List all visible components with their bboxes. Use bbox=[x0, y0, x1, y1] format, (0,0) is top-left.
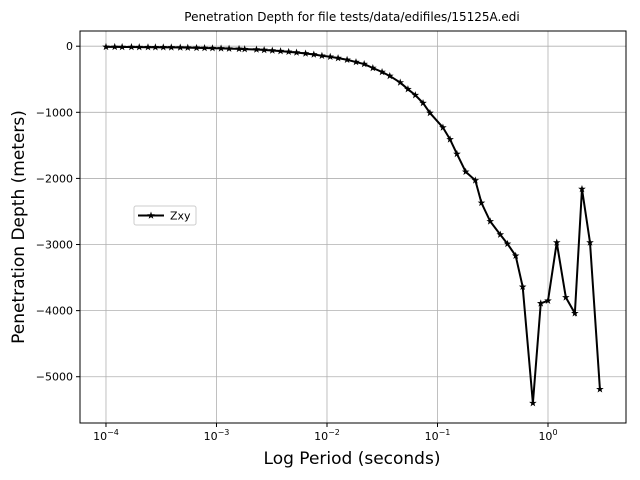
data-point bbox=[453, 149, 461, 158]
data-point bbox=[276, 47, 285, 55]
y-tick-label: 0 bbox=[66, 40, 73, 53]
data-point bbox=[439, 123, 447, 131]
y-tick-label: −5000 bbox=[36, 371, 73, 384]
data-point bbox=[284, 47, 293, 56]
data-point bbox=[426, 108, 434, 117]
y-tick-label: −1000 bbox=[36, 106, 73, 119]
legend-marker bbox=[147, 211, 155, 219]
data-point bbox=[318, 51, 326, 60]
data-point bbox=[552, 238, 561, 246]
x-tick-exponent: −2 bbox=[328, 428, 340, 437]
data-point bbox=[135, 43, 144, 51]
data-point bbox=[404, 85, 412, 93]
data-point bbox=[396, 78, 405, 86]
data-point bbox=[217, 44, 225, 52]
data-point bbox=[529, 399, 537, 407]
data-point bbox=[292, 48, 301, 56]
data-point bbox=[503, 239, 512, 248]
data-point bbox=[200, 43, 209, 52]
y-tick-label: −3000 bbox=[36, 239, 73, 252]
data-point bbox=[192, 43, 201, 52]
x-tick-exponent: −3 bbox=[218, 428, 230, 437]
x-tick-base: 10 bbox=[425, 430, 439, 443]
data-point bbox=[352, 58, 360, 66]
data-point bbox=[159, 43, 168, 51]
data-point bbox=[144, 43, 152, 51]
data-point bbox=[486, 217, 495, 225]
data-point bbox=[343, 55, 351, 63]
data-point bbox=[151, 43, 160, 51]
data-point bbox=[369, 64, 377, 72]
x-tick-label: 10−4 bbox=[93, 428, 119, 443]
data-point bbox=[252, 45, 261, 53]
x-axis-label: Log Period (seconds) bbox=[264, 449, 441, 469]
x-tick-label: 10−1 bbox=[425, 428, 451, 443]
plot-frame bbox=[79, 30, 627, 424]
data-point bbox=[301, 49, 310, 57]
data-point bbox=[118, 43, 126, 51]
data-point bbox=[477, 198, 486, 207]
data-point bbox=[102, 42, 110, 51]
y-tick-label: −2000 bbox=[36, 172, 73, 185]
data-point bbox=[562, 293, 570, 301]
x-tick-base: 10 bbox=[314, 430, 328, 443]
data-point bbox=[110, 42, 119, 51]
data-point bbox=[225, 44, 233, 52]
data-point bbox=[260, 45, 268, 54]
data-point bbox=[334, 54, 342, 62]
data-point bbox=[411, 91, 420, 99]
data-point bbox=[240, 45, 249, 53]
x-tick-exponent: −1 bbox=[439, 428, 451, 437]
data-point bbox=[446, 135, 454, 143]
data-point bbox=[183, 43, 192, 51]
data-point bbox=[544, 296, 552, 304]
data-point bbox=[511, 251, 520, 259]
x-tick-exponent: 0 bbox=[552, 428, 557, 437]
data-point bbox=[235, 44, 243, 53]
x-tick-label: 10−2 bbox=[314, 428, 340, 443]
data-point bbox=[360, 60, 368, 68]
legend-box bbox=[133, 205, 197, 226]
data-point bbox=[578, 184, 586, 193]
data-point bbox=[571, 309, 579, 317]
data-point bbox=[596, 385, 604, 393]
data-point bbox=[536, 299, 545, 307]
data-point bbox=[310, 50, 318, 58]
data-point bbox=[167, 43, 176, 51]
data-point bbox=[208, 44, 217, 52]
x-tick-base: 10 bbox=[204, 430, 218, 443]
x-tick-base: 10 bbox=[93, 430, 107, 443]
x-tick-exponent: −4 bbox=[107, 428, 119, 437]
x-tick-base: 10 bbox=[538, 430, 552, 443]
data-point bbox=[326, 52, 335, 61]
y-tick-label: −4000 bbox=[36, 305, 73, 318]
data-point bbox=[385, 71, 394, 80]
data-point bbox=[127, 43, 136, 51]
legend-label: Zxy bbox=[170, 210, 191, 223]
data-point bbox=[419, 99, 427, 107]
data-point bbox=[496, 230, 505, 238]
data-point bbox=[176, 43, 185, 51]
x-tick-label: 100 bbox=[538, 428, 557, 443]
data-point bbox=[378, 67, 386, 76]
data-point bbox=[461, 167, 470, 176]
data-point bbox=[586, 238, 594, 246]
data-point bbox=[518, 282, 527, 291]
x-tick-label: 10−3 bbox=[204, 428, 230, 443]
data-point bbox=[268, 46, 277, 54]
chart-title: Penetration Depth for file tests/data/ed… bbox=[184, 10, 519, 24]
y-axis-label: Penetration Depth (meters) bbox=[9, 110, 29, 344]
data-point bbox=[471, 176, 480, 184]
